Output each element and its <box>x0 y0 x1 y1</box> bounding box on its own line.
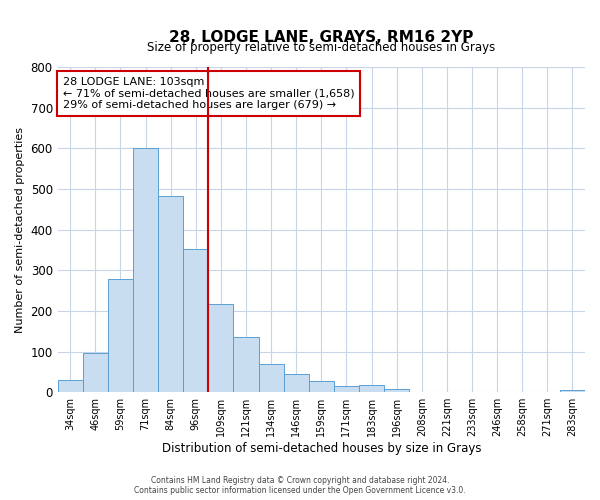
Bar <box>259 364 284 392</box>
Bar <box>233 336 259 392</box>
Bar <box>158 196 183 392</box>
Bar <box>58 380 83 392</box>
Bar <box>359 385 384 392</box>
Bar <box>208 304 233 392</box>
Y-axis label: Number of semi-detached properties: Number of semi-detached properties <box>15 126 25 332</box>
Bar <box>183 248 208 392</box>
Bar <box>133 148 158 392</box>
Bar <box>384 389 409 392</box>
Bar <box>83 353 108 392</box>
Text: Size of property relative to semi-detached houses in Grays: Size of property relative to semi-detach… <box>147 41 496 54</box>
X-axis label: Distribution of semi-detached houses by size in Grays: Distribution of semi-detached houses by … <box>161 442 481 455</box>
Text: Contains HM Land Registry data © Crown copyright and database right 2024.
Contai: Contains HM Land Registry data © Crown c… <box>134 476 466 495</box>
Bar <box>309 381 334 392</box>
Bar <box>560 390 585 392</box>
Bar <box>284 374 309 392</box>
Bar <box>334 386 359 392</box>
Text: 28 LODGE LANE: 103sqm
← 71% of semi-detached houses are smaller (1,658)
29% of s: 28 LODGE LANE: 103sqm ← 71% of semi-deta… <box>63 77 355 110</box>
Bar <box>108 279 133 392</box>
Title: 28, LODGE LANE, GRAYS, RM16 2YP: 28, LODGE LANE, GRAYS, RM16 2YP <box>169 30 473 45</box>
